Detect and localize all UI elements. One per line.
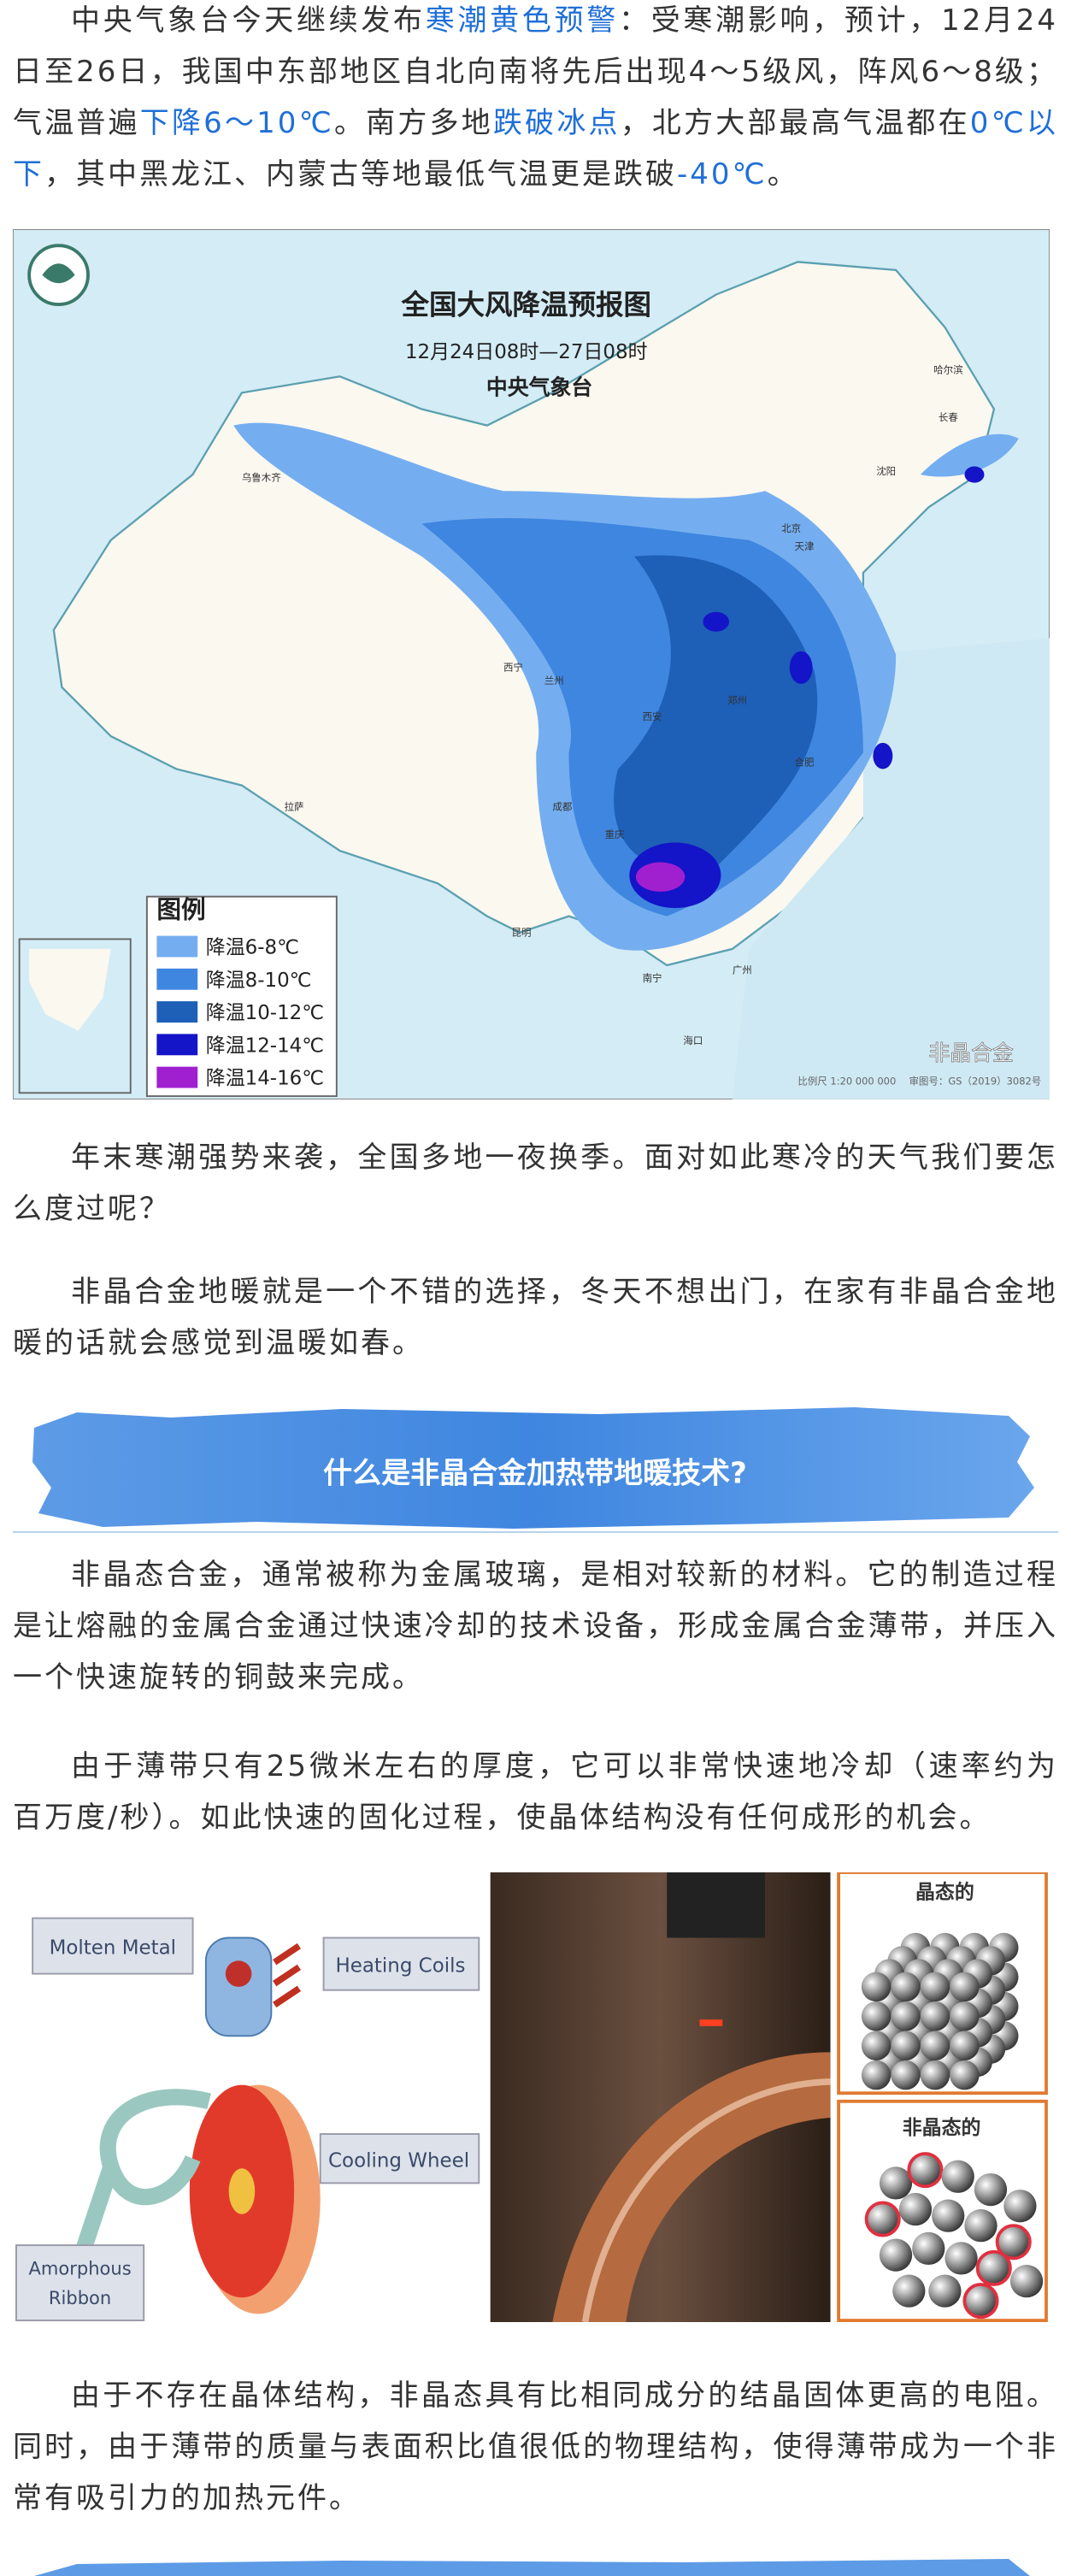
atom [891,2060,921,2090]
atom [995,2224,1032,2261]
city-label: 北京 [781,522,801,534]
atom [891,1972,921,2002]
atom [912,2231,945,2266]
atom [941,2160,974,2193]
label-amorphous-ribbon: Amorphous [28,2258,131,2279]
atom [861,1972,892,2002]
map-issuer: 中央气象台 [486,374,592,399]
atom [891,2031,921,2060]
process-figure: Molten Metal Heating Coils Cooling Wheel… [13,1872,1048,2322]
atom [974,2172,1008,2207]
legend-swatch [156,1001,198,1023]
city-label: 天津 [795,540,815,552]
legend-label: 降温6-8℃ [206,937,299,959]
intro-paragraph: 中央气象台今天继续发布寒潮黄色预警：受寒潮影响，预计，12月24日至26日，我国… [13,0,1058,200]
watermark: 非晶合金 [928,1040,1014,1065]
legend-swatch [156,935,198,958]
weather-map: 全国大风降温预报图 12月24日08时—27日08时 中央气象台 乌鲁木齐 哈尔… [13,229,1050,1099]
city-label: 合肥 [795,757,815,769]
atom [879,2238,913,2272]
city-label: 郑州 [727,694,747,706]
map-time-range: 12月24日08时—27日08时 [405,341,648,363]
atom [920,2001,950,2031]
atom [964,2209,997,2243]
scale-note: 比例尺 1:20 000 000 [797,1076,896,1088]
label-amorphous-ribbon: Ribbon [49,2287,111,2308]
next-banner [34,2559,1030,2576]
text-segment: ：受寒潮影响，预计，12月24日至26日，我国中东部地区自北向南将先后出现4～5… [13,3,1059,140]
city-label: 拉萨 [285,800,304,812]
highlight-text: 寒潮黄色预警 [425,3,620,38]
body-paragraph: 非晶态合金，通常被称为金属玻璃，是相对较新的材料。它的制造过程是让熔融的金属合金… [13,1558,1058,1695]
label-heating-coils: Heating Coils [336,1955,466,1978]
atom [861,2031,892,2060]
atom [928,2274,962,2308]
highlight-text: 跌破冰点 [492,106,621,140]
atom [861,2001,892,2031]
atom [1003,2190,1037,2223]
atom [920,1972,950,2002]
atom [950,2001,980,2031]
highlight-text: 0℃以下 [13,106,1058,192]
label-amorphous: 非晶态的 [903,2116,981,2139]
label-cooling-wheel: Cooling Wheel [328,2149,469,2172]
atom [950,2031,980,2060]
atom [932,2199,965,2232]
atom [944,2242,978,2275]
atom [898,2192,933,2226]
text-segment: 中央气象台今天继续发布 [71,3,426,38]
city-label: 西宁 [503,662,523,674]
legend-swatch [156,1066,198,1088]
label-molten-metal: Molten Metal [50,1937,176,1960]
legend-label: 降温14-16℃ [206,1068,324,1090]
city-label: 西安 [643,710,662,722]
atom [907,2152,944,2189]
legend-swatch [156,968,198,990]
map-title: 全国大风降温预报图 [400,289,651,321]
highlight-text: -40℃ [677,157,768,192]
atom [891,2001,921,2031]
body-paragraph: 年末寒潮强势来袭，全国多地一夜换季。面对如此寒冷的天气我们要怎么度过呢？ [13,1141,1058,1226]
atom [950,1972,980,2002]
city-label: 沈阳 [876,465,896,477]
atom [861,2060,892,2090]
atom [892,2274,926,2308]
atom [950,2060,980,2090]
body-paragraph: 非晶合金地暖就是一个不错的选择，冬天不想出门，在家有非晶合金地暖的话就会感觉到温… [13,1275,1058,1360]
text-segment: ，北方大部最高气温都在 [620,106,970,140]
city-label: 重庆 [605,828,625,840]
atom [975,2249,1012,2286]
label-crystalline: 晶态的 [915,1881,974,1904]
city-label: 广州 [733,964,752,976]
section-heading: 什么是非晶合金加热带地暖技术? [323,1457,747,1491]
legend-label: 降温12-14℃ [206,1035,324,1057]
legend-label: 降温8-10℃ [206,970,312,992]
legend-title: 图例 [156,895,205,924]
atom [1009,2265,1044,2298]
atom [879,2166,913,2200]
text-segment: ，其中黑龙江、内蒙古等地最低气温更是跌破 [44,157,677,192]
city-label: 昆明 [512,927,532,939]
city-label: 海口 [683,1035,703,1046]
city-label: 乌鲁木齐 [242,472,281,484]
city-label: 南宁 [643,972,662,984]
body-paragraph: 由于不存在晶体结构，非晶态具有比相同成分的结晶固体更高的电阻。同时，由于薄带的质… [13,2379,1058,2515]
atom [864,2201,901,2237]
legend-swatch [156,1034,198,1056]
city-label: 兰州 [544,675,564,687]
atom [920,2031,950,2060]
city-label: 哈尔滨 [933,363,963,375]
atom [962,2283,999,2320]
city-label: 成都 [552,800,572,812]
approval-note: 审图号：GS（2019）3082号 [909,1076,1041,1088]
atom [920,2060,950,2090]
highlight-text: 下降6～10℃ [139,106,334,140]
legend-label: 降温10-12℃ [206,1002,324,1024]
body-paragraph: 由于薄带只有25微米左右的厚度，它可以非常快速地冷却（速率约为百万度/秒）。如此… [13,1749,1058,1835]
text-segment: 。南方多地 [333,106,493,140]
text-segment: 。 [767,157,799,192]
city-label: 长春 [939,411,958,423]
section-banner: 什么是非晶合金加热带地暖技术? [13,1407,1058,1533]
